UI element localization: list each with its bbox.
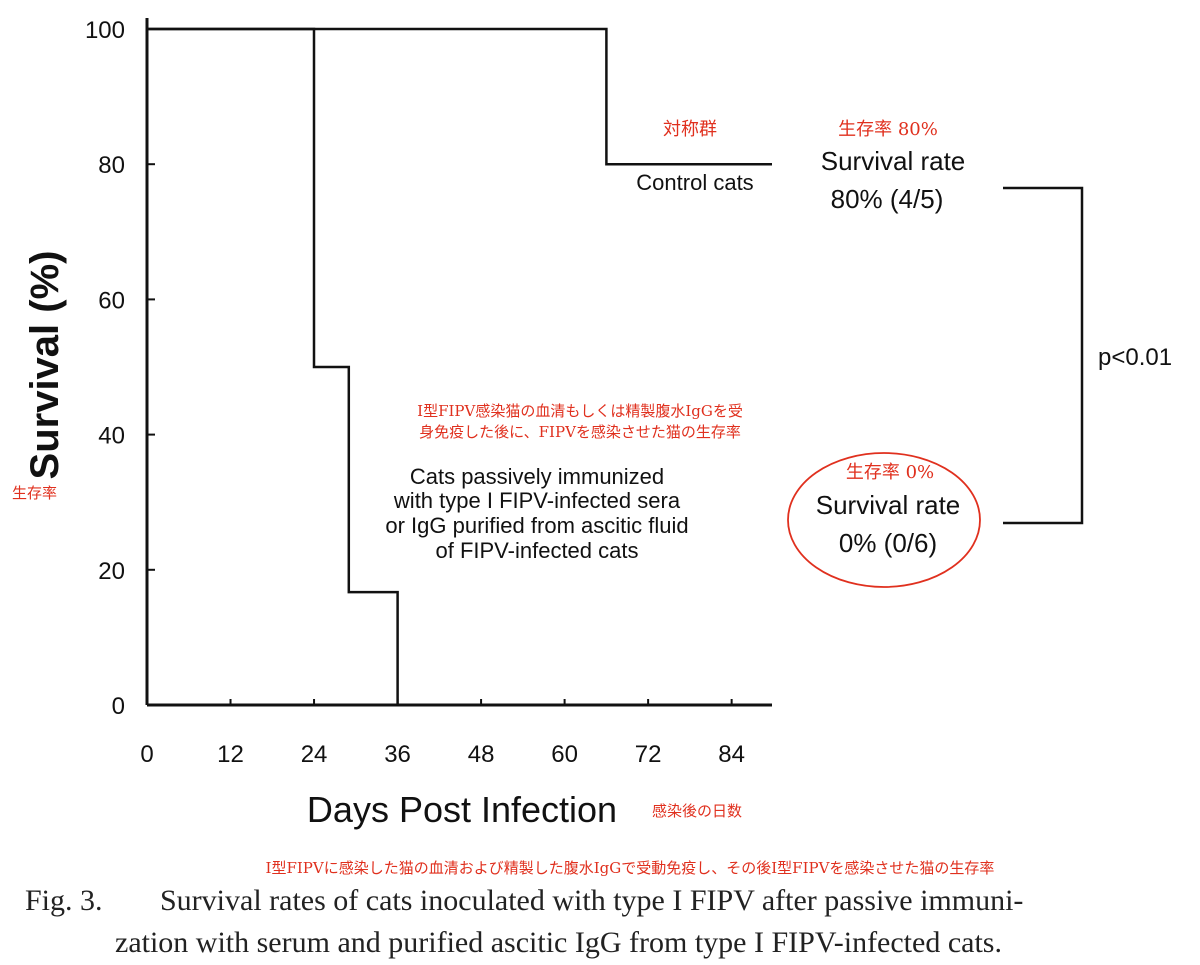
- rate80-jp: 生存率 80%: [838, 119, 938, 140]
- rate0-jp: 生存率 0%: [846, 462, 934, 483]
- x-tick-label: 0: [140, 741, 153, 768]
- treated-label-line4: of FIPV-infected cats: [436, 538, 639, 563]
- y-tick-label: 80: [98, 152, 125, 179]
- y-ticks: 0 20 40 60 80 100: [85, 17, 155, 720]
- significance-bracket: [1003, 186, 1084, 525]
- control-rate-label: Survival rate: [821, 146, 966, 176]
- caption-line1: Survival rates of cats inoculated with t…: [160, 884, 1023, 917]
- x-tick-label: 36: [384, 741, 411, 768]
- treated-label-line2: with type I FIPV-infected sera: [393, 488, 681, 513]
- treated-label-jp-line1: I型FIPV感染猫の血清もしくは精製腹水IgGを受: [417, 402, 743, 420]
- treated-series-line: [147, 27, 772, 707]
- x-tick-label: 60: [551, 741, 578, 768]
- treated-label-jp-line2: 身免疫した後に、FIPVを感染させた猫の生存率: [419, 423, 741, 441]
- x-tick-label: 48: [468, 741, 495, 768]
- y-tick-label: 100: [85, 17, 125, 44]
- rate0-highlight-ellipse: [787, 452, 981, 588]
- control-series-label: Control cats: [636, 170, 753, 195]
- control-series-label-jp: 対称群: [663, 119, 717, 140]
- x-tick-label: 24: [301, 741, 328, 768]
- y-tick-label: 60: [98, 287, 125, 314]
- p-value: p<0.01: [1098, 344, 1172, 371]
- x-axis-label: Days Post Infection: [307, 789, 617, 830]
- control-series-line: [147, 27, 772, 166]
- caption-jp: I型FIPVに感染した猫の血清および精製した腹水IgGで受動免疫し、その後I型F…: [266, 859, 995, 877]
- treated-rate-label: Survival rate: [816, 490, 961, 520]
- y-tick-label: 40: [98, 423, 125, 450]
- y-axis-label-jp: 生存率: [12, 484, 57, 502]
- treated-label-line1: Cats passively immunized: [410, 464, 664, 489]
- x-ticks: 0 12 24 36 48 60 72 84: [140, 699, 745, 768]
- control-rate-value: 80% (4/5): [831, 184, 944, 214]
- y-tick-label: 0: [112, 693, 125, 720]
- caption-label: Fig. 3.: [25, 884, 103, 917]
- x-axis-label-jp: 感染後の日数: [652, 802, 742, 820]
- y-axis-label: Survival (%): [23, 251, 67, 480]
- x-tick-label: 72: [635, 741, 662, 768]
- y-tick-label: 20: [98, 558, 125, 585]
- x-tick-label: 84: [718, 741, 745, 768]
- treated-label-line3: or IgG purified from ascitic fluid: [385, 513, 688, 538]
- caption-line2: zation with serum and purified ascitic I…: [115, 926, 1002, 959]
- series-lines: [147, 27, 772, 707]
- treated-rate-value: 0% (0/6): [839, 528, 937, 558]
- x-tick-label: 12: [217, 741, 244, 768]
